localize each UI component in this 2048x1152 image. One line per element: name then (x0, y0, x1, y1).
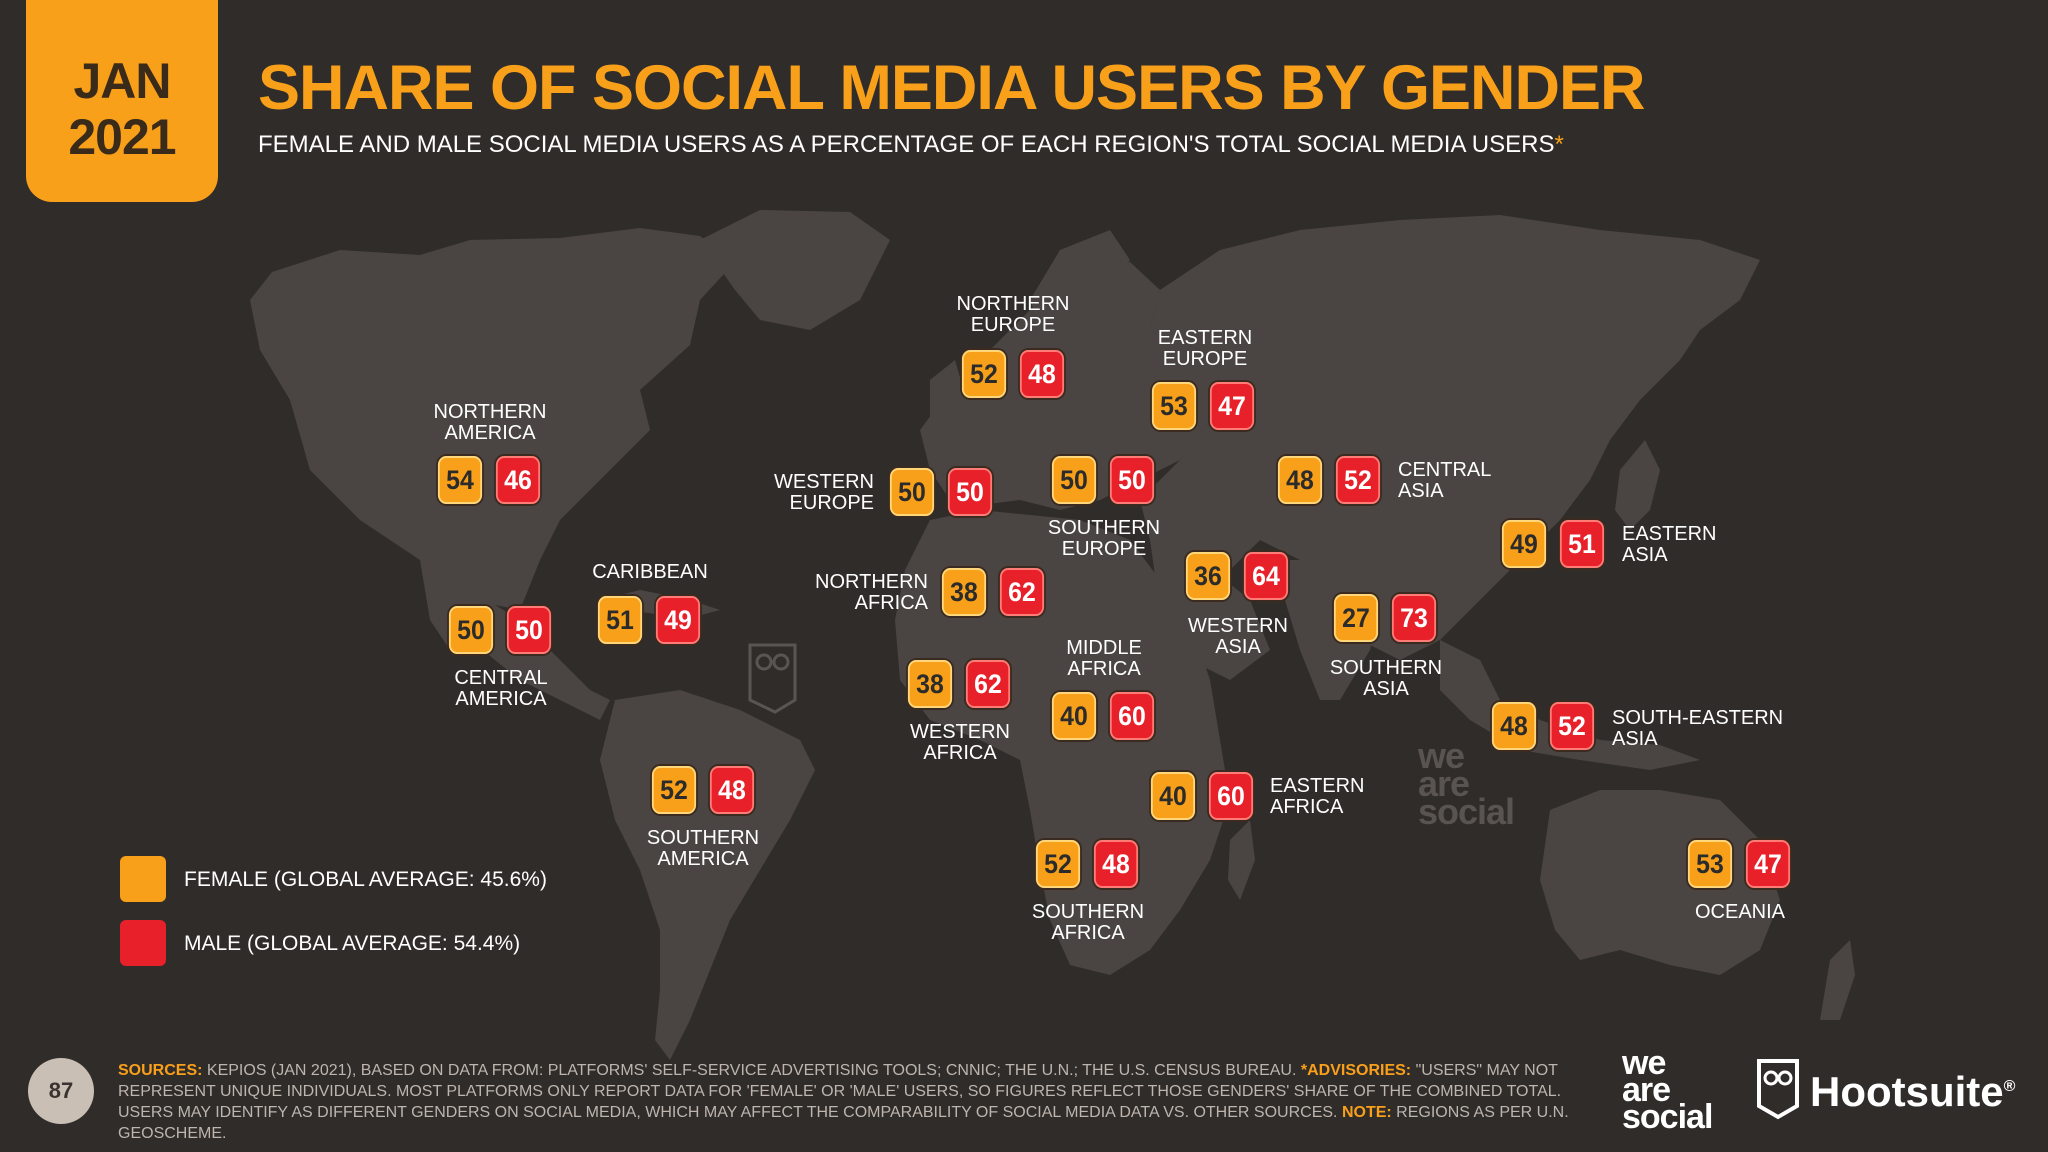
central-asia-female-value: 48 (1277, 456, 1323, 504)
middle-africa-female-value: 40 (1051, 692, 1097, 740)
arabia-shape (1150, 540, 1270, 680)
northern-america-female-value: 54 (437, 456, 483, 504)
middle-africa-label: MIDDLE AFRICA (1066, 637, 1142, 680)
owl-watermark-icon (748, 643, 797, 714)
japan-shape (1615, 440, 1660, 530)
southern-europe-female-value: 50 (1051, 456, 1097, 504)
note-label: NOTE: (1341, 1104, 1392, 1121)
advisories-label: *ADVISORIES: (1300, 1062, 1412, 1079)
oceania-label: OCEANIA (1694, 901, 1786, 923)
caribbean-label: CARIBBEAN (592, 561, 708, 583)
eastern-africa-male-value: 60 (1208, 772, 1254, 820)
southern-asia-male-value: 73 (1391, 594, 1437, 642)
northern-europe-female-value: 52 (961, 350, 1007, 398)
central-america-label: CENTRAL AMERICA (454, 667, 548, 710)
europe-shape (920, 262, 1230, 510)
legend-female-label: FEMALE (GLOBAL AVERAGE: 45.6%) (184, 868, 547, 891)
southern-asia-label: SOUTHERN ASIA (1329, 657, 1443, 700)
date-badge: JAN 2021 (26, 0, 218, 202)
madagascar-shape (1228, 820, 1255, 900)
southern-africa-label: SOUTHERN AFRICA (1031, 901, 1145, 944)
northern-europe-male-value: 48 (1019, 350, 1065, 398)
northern-africa-male-value: 62 (999, 568, 1045, 616)
british-isles-shape (930, 360, 965, 430)
new-zealand-shape (1820, 940, 1855, 1020)
note-text: REGIONS AS PER U.N. GEOSCHEME. (118, 1104, 1569, 1142)
greenland-shape (700, 210, 890, 330)
central-america-female-value: 50 (448, 606, 494, 654)
northern-europe-label: NORTHERN EUROPE (956, 293, 1070, 336)
south-eastern-asia-male-value: 52 (1549, 702, 1595, 750)
central-america-male-value: 50 (506, 606, 552, 654)
western-asia-label: WESTERN ASIA (1188, 615, 1288, 658)
southern-asia-female-value: 27 (1333, 594, 1379, 642)
hootsuite-logo: Hootsuite® (1810, 1068, 2016, 1115)
australia-shape (1540, 790, 1780, 975)
date-month: JAN (73, 53, 171, 109)
south-eastern-asia-label: SOUTH-EASTERN ASIA (1612, 707, 1784, 750)
northern-america-label: NORTHERN AMERICA (433, 401, 547, 444)
southern-america-female-value: 52 (651, 766, 697, 814)
advisories-text: "USERS" MAY NOT REPRESENT UNIQUE INDIVID… (118, 1062, 1562, 1121)
asia-shape (1140, 215, 1760, 660)
western-europe-label: WESTERN EUROPE (774, 471, 874, 514)
africa-shape (895, 510, 1230, 975)
legend-male-label: MALE (GLOBAL AVERAGE: 54.4%) (184, 932, 521, 955)
northern-america-male-value: 46 (495, 456, 541, 504)
western-europe-male-value: 50 (947, 468, 993, 516)
date-year: 2021 (68, 109, 176, 165)
we-are-social-logo: we are social (1622, 1044, 1713, 1136)
western-africa-male-value: 62 (965, 660, 1011, 708)
subtitle-text: FEMALE AND MALE SOCIAL MEDIA USERS AS A … (258, 131, 1555, 158)
western-africa-female-value: 38 (907, 660, 953, 708)
we-are-social-watermark: we are social (1418, 735, 1515, 832)
northern-africa-label: NORTHERN AFRICA (815, 571, 928, 614)
page-subtitle: FEMALE AND MALE SOCIAL MEDIA USERS AS A … (258, 131, 1564, 159)
central-asia-male-value: 52 (1335, 456, 1381, 504)
eastern-africa-female-value: 40 (1150, 772, 1196, 820)
southern-africa-female-value: 52 (1035, 840, 1081, 888)
western-africa-label: WESTERN AFRICA (910, 721, 1010, 764)
scandinavia-shape (1030, 230, 1130, 340)
page-title: SHARE OF SOCIAL MEDIA USERS BY GENDER (258, 53, 1646, 123)
south-america-shape (600, 690, 815, 1060)
south-eastern-asia-female-value: 48 (1491, 702, 1537, 750)
legend-male-swatch (120, 920, 166, 966)
eastern-europe-label: EASTERN EUROPE (1157, 327, 1253, 370)
oceania-male-value: 47 (1745, 840, 1791, 888)
north-america-shape (250, 228, 735, 650)
eastern-europe-male-value: 47 (1209, 382, 1255, 430)
eastern-asia-female-value: 49 (1501, 520, 1547, 568)
oceania-female-value: 53 (1687, 840, 1733, 888)
middle-africa-male-value: 60 (1109, 692, 1155, 740)
western-asia-male-value: 64 (1243, 552, 1289, 600)
caribbean-male-value: 49 (655, 596, 701, 644)
sources-text: KEPIOS (JAN 2021), BASED ON DATA FROM: P… (206, 1062, 1297, 1079)
hootsuite-owl-icon (1757, 1059, 1799, 1120)
sources-note: SOURCES: KEPIOS (JAN 2021), BASED ON DAT… (118, 1060, 1588, 1144)
eastern-africa-label: EASTERN AFRICA (1270, 775, 1365, 818)
southern-africa-male-value: 48 (1093, 840, 1139, 888)
subtitle-asterisk: * (1554, 131, 1564, 158)
northern-africa-female-value: 38 (941, 568, 987, 616)
eastern-asia-label: EASTERN ASIA (1622, 523, 1717, 566)
caribbean-female-value: 51 (597, 596, 643, 644)
southern-europe-male-value: 50 (1109, 456, 1155, 504)
southern-europe-label: SOUTHERN EUROPE (1047, 517, 1161, 560)
eastern-asia-male-value: 51 (1559, 520, 1605, 568)
page-number-badge: 87 (28, 1058, 94, 1124)
western-asia-female-value: 36 (1185, 552, 1231, 600)
western-europe-female-value: 50 (889, 468, 935, 516)
eastern-europe-female-value: 53 (1151, 382, 1197, 430)
legend-female-swatch (120, 856, 166, 902)
sources-label: SOURCES: (118, 1062, 203, 1079)
southern-america-male-value: 48 (709, 766, 755, 814)
southern-america-label: SOUTHERN AMERICA (646, 827, 760, 870)
central-asia-label: CENTRAL ASIA (1398, 459, 1492, 502)
